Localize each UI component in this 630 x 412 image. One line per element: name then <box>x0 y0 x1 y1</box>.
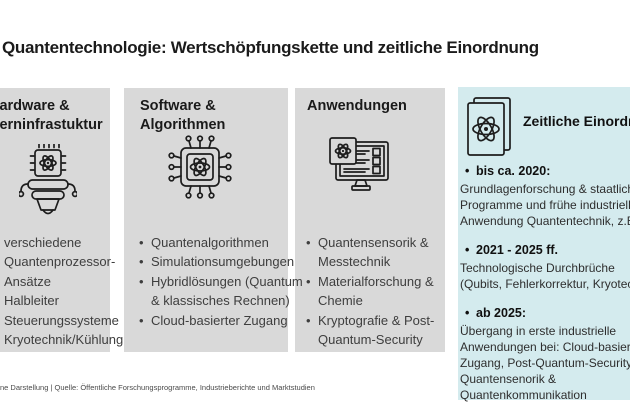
bullet-dot: • <box>139 312 144 328</box>
timeline-period: • ab 2025: <box>460 305 630 321</box>
quantum-chip-icon <box>167 134 233 205</box>
header-line: Anwendungen <box>307 98 407 114</box>
list-item: • Quantensensorik & Messtechnik <box>306 233 448 272</box>
list-line: Quantenalgorithmen <box>151 235 269 250</box>
quantum-computer-icon <box>17 143 79 225</box>
timeline-entry: • 2021 - 2025 ff. Technologische Durchbrü… <box>460 242 630 292</box>
timeline-period: • bis ca. 2020: <box>460 163 630 179</box>
list-line: Cloud-basierter Zugang <box>151 312 288 328</box>
list-line: Halbleiter <box>4 293 59 309</box>
column-header-anwendungen: Anwendungen <box>307 97 407 116</box>
source-note: Eigene Darstellung | Quelle: Öffentliche… <box>0 383 315 392</box>
page-title: Quantentechnologie: Wertschöpfungskette … <box>2 38 539 57</box>
timeline-line: Grundlagenforschung & staatliche <box>460 182 630 196</box>
bullet-dot: • <box>139 254 144 270</box>
list-line: verschiedene <box>4 235 82 250</box>
column-header-software: Software & Algorithmen <box>140 97 225 135</box>
column-anwendungen-panel <box>295 88 445 352</box>
header-line: Algorithmen <box>140 117 226 133</box>
bullet-dot: • <box>465 306 470 320</box>
column-header-hardware: Hardware & Kerninfrastuktur <box>0 97 103 135</box>
list-line: Hybridlösungen (Quantum <box>151 273 303 289</box>
monitor-atom-icon <box>329 136 393 199</box>
list-line: Steuerungssysteme <box>4 312 119 328</box>
column-software-panel <box>124 88 288 352</box>
timeline-line: Anwendungen bei: Cloud-basierter <box>460 340 630 354</box>
list-item: • Simulationsumgebungen <box>139 252 295 271</box>
list-item: • Quantenalgorithmen <box>139 233 291 252</box>
timeline-line: Technologische Durchbrüche <box>460 261 615 275</box>
timeline-line: Quantensenorik & <box>460 372 557 386</box>
timeline-entries: • bis ca. 2020: Grundlagenforschung & sta… <box>460 163 630 412</box>
timeline-line: Quantenkommunikation <box>460 388 587 402</box>
timeline-period: • 2021 - 2025 ff. <box>460 242 630 258</box>
anwendungen-list: • Quantensensorik & Messtechnik • Materi… <box>306 233 448 349</box>
header-line: Software & <box>140 98 216 114</box>
atom-book-icon <box>464 96 514 163</box>
bullet-dot: • <box>139 273 144 289</box>
timeline-line: Zugang, Post-Quantum-Security, <box>460 356 630 370</box>
list-line: Materialforschung & <box>318 273 434 289</box>
list-item: • Hybridlösungen (Quantum & klassisches … <box>139 272 303 311</box>
bullet-dot: • <box>306 312 311 328</box>
bullet-dot: • <box>465 164 470 178</box>
period-label: 2021 - 2025 ff. <box>476 243 558 257</box>
timeline-line: Anwendung Quantentechnik, z.B. <box>460 214 630 228</box>
list-line: Chemie <box>318 293 363 309</box>
timeline-entry: • ab 2025: Übergang in erste industrielle… <box>460 305 630 403</box>
bullet-dot: • <box>465 243 470 257</box>
header-line: Hardware & <box>0 98 70 114</box>
column-hardware-panel <box>0 88 110 352</box>
list-line: Ansätze <box>4 273 51 289</box>
period-label: ab 2025: <box>476 306 527 320</box>
list-line: Kryptografie & Post- <box>318 312 435 328</box>
timeline-entry: • bis ca. 2020: Grundlagenforschung & sta… <box>460 163 630 229</box>
list-line: Quantum-Security <box>318 332 423 348</box>
period-label: bis ca. 2020: <box>476 164 551 178</box>
list-item: • Kryptografie & Post- Quantum-Security <box>306 311 448 350</box>
list-line: & klassisches Rechnen) <box>151 293 290 309</box>
list-line: Quantenprozessor- <box>4 254 116 270</box>
hardware-list: verschiedene Quantenprozessor- Ansätze H… <box>4 233 124 349</box>
list-item: • Cloud-basierter Zugang <box>139 311 291 330</box>
bullet-dot: • <box>306 235 311 250</box>
software-list: • Quantenalgorithmen • Simulationsumgebu… <box>139 233 303 330</box>
timeline-line: Übergang in erste industrielle <box>460 324 617 338</box>
list-item: • Materialforschung & Chemie <box>306 272 448 311</box>
list-line: Messtechnik <box>318 254 391 270</box>
timeline-line: (Qubits, Fehlerkorrektur, Kryotechnik) <box>460 277 630 291</box>
timeline-title: Zeitliche Einordnung <box>523 113 630 129</box>
timeline-line: Programme und frühe industrielle <box>460 198 630 212</box>
list-line: Quantensensorik & <box>318 235 429 250</box>
bullet-dot: • <box>139 235 144 250</box>
list-line: Kryotechnik/Kühlung <box>4 332 124 348</box>
list-line: Simulationsumgebungen <box>151 254 295 270</box>
bullet-dot: • <box>306 273 311 289</box>
header-line: Kerninfrastuktur <box>0 117 103 133</box>
